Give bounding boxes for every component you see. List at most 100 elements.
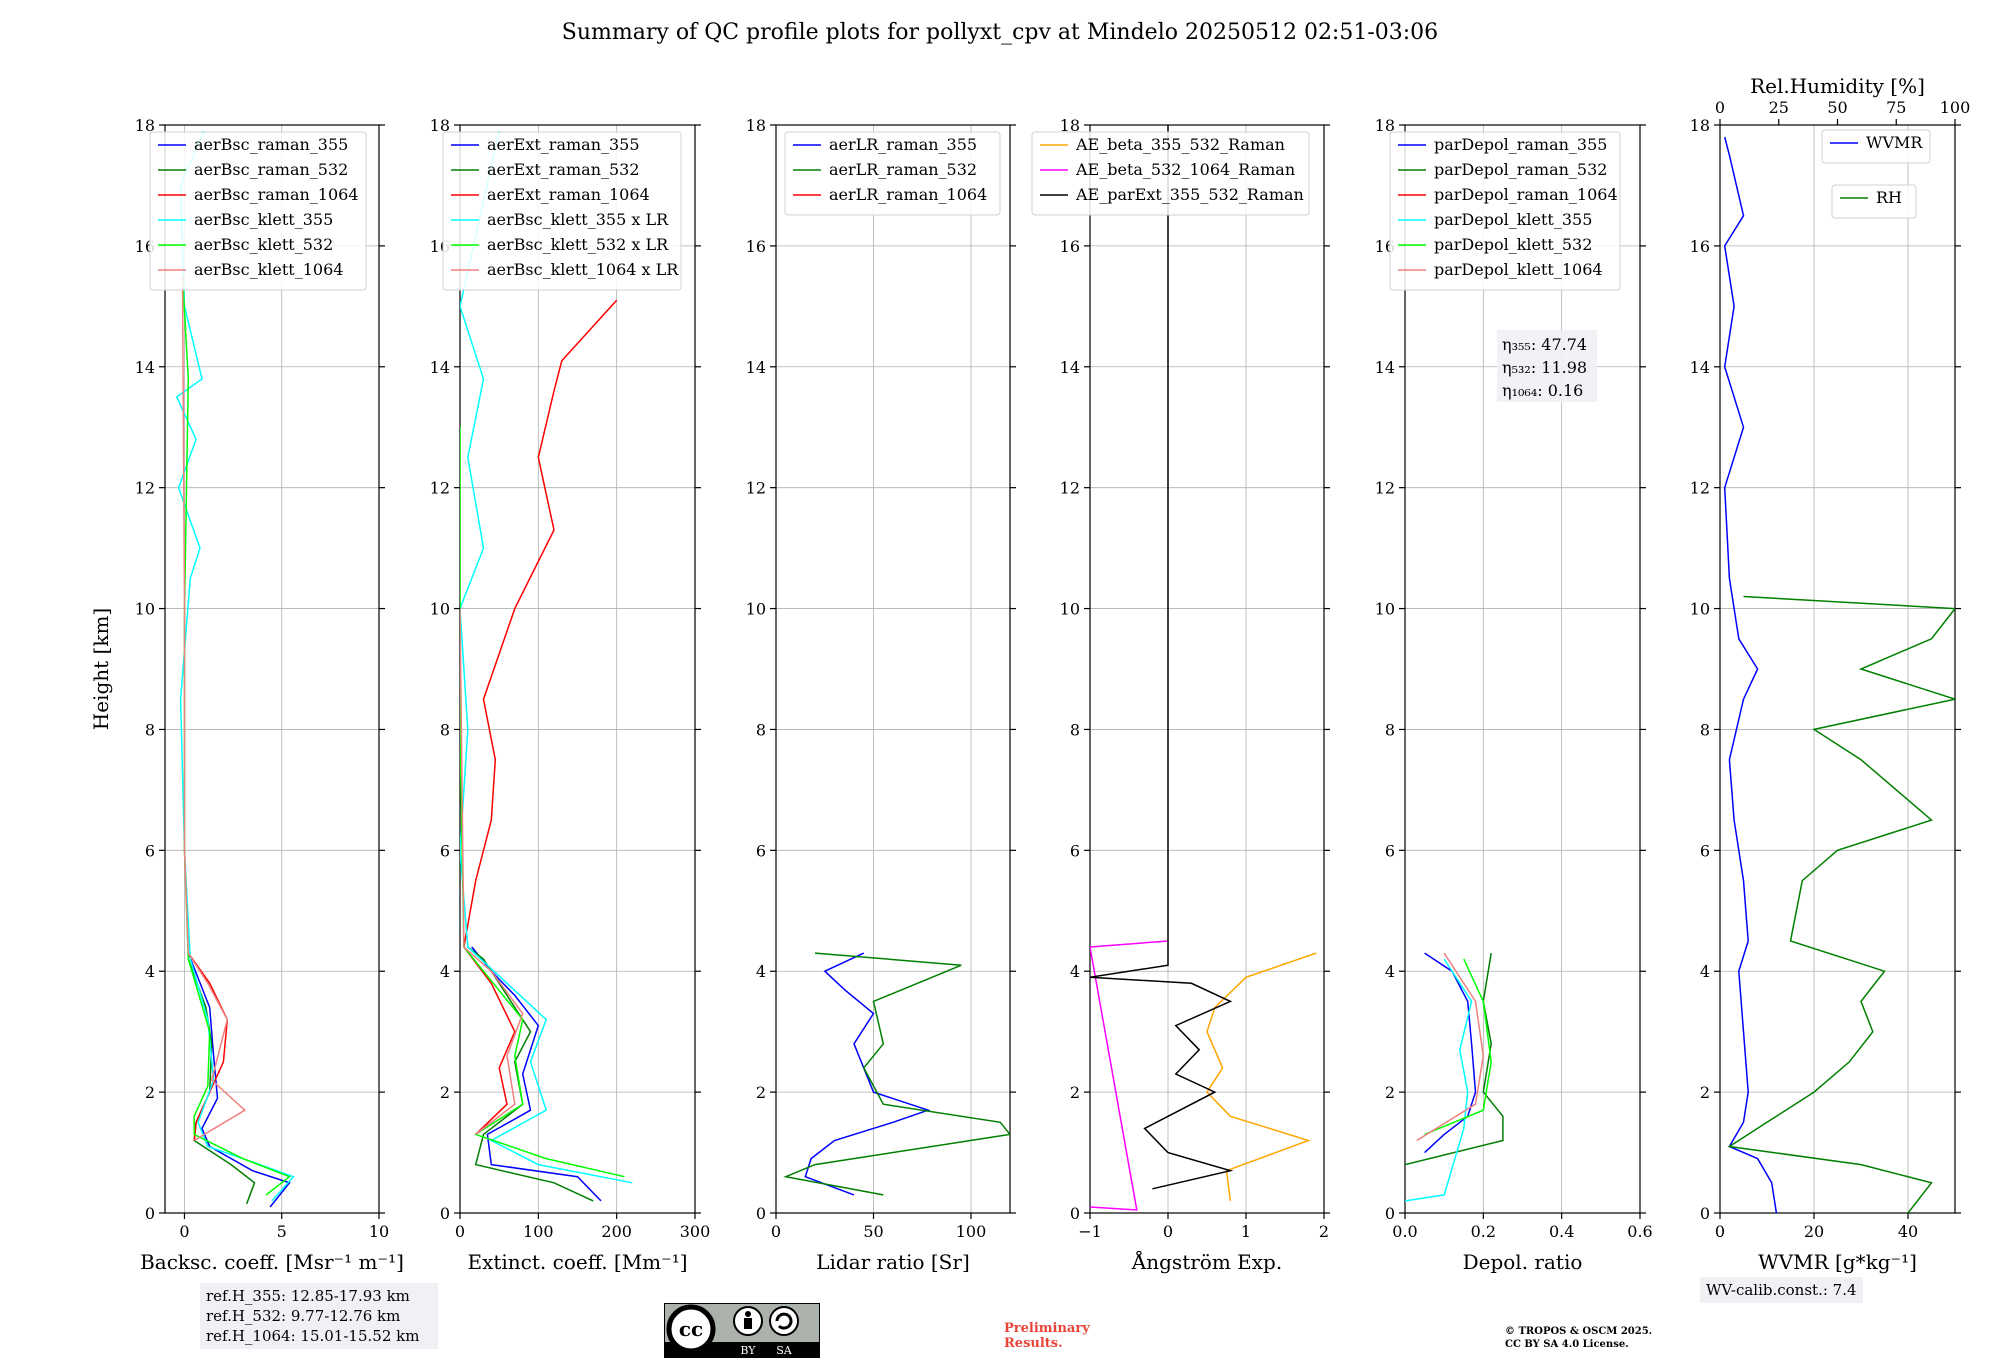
series-line-pardepol-klett-355 — [1405, 958, 1473, 1202]
y-tick-label: 6 — [1385, 841, 1395, 860]
legend-label: AE_beta_355_532_Raman — [1075, 135, 1285, 154]
legend-label: aerBsc_klett_1064 — [194, 260, 343, 279]
series-line-pardepol-klett-1064 — [1416, 952, 1485, 1142]
plot-frame — [1089, 124, 1325, 1214]
x2-tick-label: 0 — [1715, 98, 1725, 117]
y-tick-label: 16 — [746, 237, 766, 256]
y-tick-label: 2 — [440, 1083, 450, 1102]
y-tick-label: 18 — [135, 116, 155, 135]
x-axis-label: WVMR [g*kg⁻¹] — [1758, 1250, 1917, 1274]
y-tick-label: 18 — [1060, 116, 1080, 135]
plot-frame — [164, 124, 380, 1214]
x-tick-label: 0.2 — [1471, 1222, 1496, 1241]
y-tick-label: 18 — [1690, 116, 1710, 135]
x2-tick-label: 50 — [1827, 98, 1847, 117]
series-line-aerbsc-raman-355 — [187, 952, 291, 1208]
reference-height-box: ref.H_355: 12.85-17.93 km ref.H_532: 9.7… — [200, 1283, 438, 1349]
y-tick-label: 14 — [746, 358, 766, 377]
y-tick-label: 10 — [746, 600, 766, 619]
x-tick-label: 10 — [369, 1222, 389, 1241]
y-tick-label: 2 — [1385, 1083, 1395, 1102]
series-line-aerbsc-raman-532 — [187, 958, 256, 1205]
legend-label: aerBsc_klett_532 — [194, 235, 333, 254]
legend-label: parDepol_raman_532 — [1434, 160, 1607, 179]
series-line-rh — [1727, 595, 1955, 1213]
y-tick-label: 6 — [756, 841, 766, 860]
y-axis-label: Height [km] — [89, 608, 113, 730]
y-tick-label: 2 — [1700, 1083, 1710, 1102]
ref-height-532: ref.H_532: 9.77-12.76 km — [206, 1307, 401, 1325]
x-tick-label: 0.0 — [1392, 1222, 1417, 1241]
legend-label: aerBsc_raman_355 — [194, 135, 348, 154]
legend-label: aerLR_raman_355 — [829, 135, 977, 154]
svg-text:cc: cc — [679, 1317, 703, 1341]
legend-label: aerBsc_klett_355 — [194, 210, 333, 229]
x-tick-label: 0.4 — [1549, 1222, 1574, 1241]
y-tick-label: 10 — [430, 600, 450, 619]
share-alike-icon — [769, 1306, 799, 1336]
y-tick-label: 8 — [1070, 720, 1080, 739]
plot-frame — [1404, 124, 1641, 1214]
x2-axis-label: Rel.Humidity [%] — [1750, 74, 1925, 98]
y-tick-label: 4 — [756, 962, 766, 981]
series-line-aerext-raman-532 — [467, 946, 594, 1202]
y-tick-label: 4 — [1385, 962, 1395, 981]
wv-calibration-box: WV-calib.const.: 7.4 — [1700, 1277, 1863, 1303]
y-tick-label: 4 — [1070, 962, 1080, 981]
page-title: Summary of QC profile plots for pollyxt_… — [561, 20, 1439, 45]
x-tick-label: 40 — [1898, 1222, 1918, 1241]
series-line-aerlr-raman-532 — [783, 952, 1010, 1196]
x2-tick-label: 25 — [1769, 98, 1789, 117]
x-tick-label: 5 — [277, 1222, 287, 1241]
legend-label: parDepol_klett_1064 — [1434, 260, 1603, 279]
x-tick-label: 0 — [455, 1222, 465, 1241]
plot-frame — [1719, 124, 1956, 1214]
preliminary-note: Preliminary Results. — [1004, 1321, 1090, 1351]
ref-height-355: ref.H_355: 12.85-17.93 km — [206, 1287, 410, 1305]
cc-license-badge[interactable]: cc BY SA — [664, 1303, 820, 1358]
y-tick-label: 8 — [145, 720, 155, 739]
legend-label: parDepol_raman_355 — [1434, 135, 1607, 154]
legend-label: aerBsc_raman_532 — [194, 160, 348, 179]
y-tick-label: 0 — [1700, 1204, 1710, 1223]
y-tick-label: 6 — [145, 841, 155, 860]
svg-text:BY: BY — [740, 1344, 756, 1357]
series-line-pardepol-klett-532 — [1424, 958, 1492, 1136]
y-tick-label: 8 — [756, 720, 766, 739]
x2-tick-label: 75 — [1886, 98, 1906, 117]
legend-label: parDepol_klett_532 — [1434, 235, 1592, 254]
copyright-note: © TROPOS & OSCM 2025. CC BY SA 4.0 Licen… — [1505, 1326, 1653, 1350]
y-tick-label: 14 — [1375, 358, 1395, 377]
x-tick-label: 100 — [523, 1222, 554, 1241]
y-tick-label: 6 — [1070, 841, 1080, 860]
series-line-aerbsc-klett-532-x-lr — [460, 427, 625, 1178]
y-tick-label: 14 — [135, 358, 155, 377]
x-tick-label: 0 — [179, 1222, 189, 1241]
y-tick-label: 14 — [430, 358, 450, 377]
y-tick-label: 12 — [1060, 479, 1080, 498]
y-tick-label: 8 — [1700, 720, 1710, 739]
cc-logo-icon — [666, 1304, 716, 1354]
y-tick-label: 2 — [1070, 1083, 1080, 1102]
x-tick-label: 200 — [601, 1222, 632, 1241]
legend-label: AE_beta_532_1064_Raman — [1075, 160, 1295, 179]
y-tick-label: 14 — [1690, 358, 1710, 377]
y-tick-label: 10 — [1375, 600, 1395, 619]
y-tick-label: 10 — [1690, 600, 1710, 619]
y-tick-label: 16 — [1060, 237, 1080, 256]
x-tick-label: 0 — [771, 1222, 781, 1241]
y-tick-label: 0 — [440, 1204, 450, 1223]
y-tick-label: 0 — [145, 1204, 155, 1223]
series-line-aerlr-raman-355 — [804, 952, 931, 1196]
y-tick-label: 2 — [145, 1083, 155, 1102]
y-tick-label: 12 — [1690, 479, 1710, 498]
x-tick-label: 1 — [1241, 1222, 1251, 1241]
series-line-pardepol-raman-355 — [1424, 952, 1477, 1154]
y-tick-label: 4 — [440, 962, 450, 981]
y-tick-label: 0 — [1070, 1204, 1080, 1223]
legend-box — [1389, 131, 1621, 291]
y-tick-label: 12 — [135, 479, 155, 498]
